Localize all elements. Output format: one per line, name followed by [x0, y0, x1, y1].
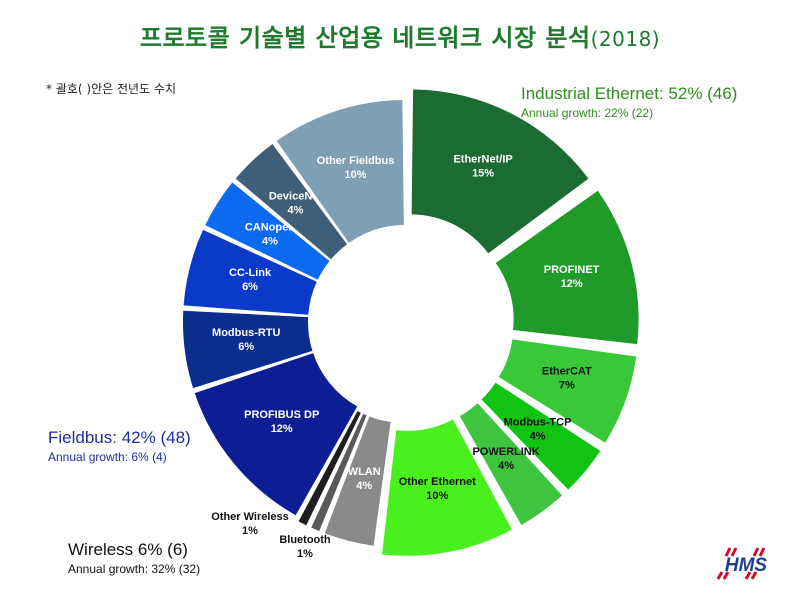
slice-label-ethercat: EtherCAT 7%	[542, 365, 592, 391]
slice-ethernet-ip	[411, 89, 589, 254]
slice-label-other-ethernet: Other Ethernet 10%	[399, 476, 476, 502]
slice-modbus-tcp	[481, 382, 601, 490]
wireless-group-name: Wireless 6% (6)	[68, 540, 188, 559]
slice-value: 15%	[472, 168, 494, 180]
slice-name: Modbus-RTU	[212, 327, 280, 339]
slice-value: 4%	[288, 204, 304, 216]
slice-value: 4%	[530, 431, 546, 443]
slice-value: 12%	[561, 278, 583, 290]
wireless-group-label: Wireless 6% (6) Annual growth: 32% (32)	[68, 540, 200, 576]
slice-name: EtherNet/IP	[453, 154, 512, 166]
slice-value: 7%	[559, 379, 575, 391]
slice-value: 1%	[297, 548, 313, 560]
fieldbus-group-name: Fieldbus: 42% (48)	[48, 428, 191, 447]
slice-other-ethernet	[382, 419, 512, 556]
slice-value: 6%	[242, 281, 258, 293]
page-title: 프로토콜 기술별 산업용 네트워크 시장 분석(2018)	[0, 18, 800, 53]
title-text: 프로토콜 기술별 산업용 네트워크 시장 분석	[139, 24, 591, 52]
slice-cc-link	[183, 229, 317, 315]
slice-canopen	[205, 182, 330, 280]
title-year: (2018)	[590, 27, 661, 51]
ethernet-group-growth: Annual growth: 22% (22)	[521, 106, 654, 120]
slice-value: 10%	[426, 490, 448, 502]
slice-value: 4%	[498, 460, 514, 472]
wireless-group-growth: Annual growth: 32% (32)	[68, 562, 201, 576]
footnote: * 괄호( )안은 전년도 수치	[46, 82, 176, 96]
slice-label-profibus-dp: PROFIBUS DP 12%	[244, 409, 319, 435]
slice-name: Modbus-TCP	[504, 417, 572, 429]
slice-devicenet	[235, 143, 348, 260]
slice-label-ethernet-ip: EtherNet/IP 15%	[453, 154, 512, 180]
slice-name: PROFINET	[544, 264, 600, 276]
slice-profinet	[495, 190, 639, 345]
fieldbus-group-growth: Annual growth: 6% (4)	[48, 450, 167, 464]
slice-modbus-rtu	[183, 310, 313, 389]
slice-name: PROFIBUS DP	[244, 409, 319, 421]
slice-name: WLAN	[348, 466, 381, 478]
slice-label-other-wireless: Other Wireless 1%	[211, 511, 289, 537]
ethernet-group-name: Industrial Ethernet: 52% (46)	[521, 84, 738, 103]
slice-bluetooth	[311, 413, 367, 532]
ethernet-group-label: Industrial Ethernet: 52% (46) Annual gro…	[521, 84, 737, 120]
slice-label-bluetooth: Bluetooth 1%	[279, 534, 331, 560]
slice-name: POWERLINK	[472, 446, 539, 458]
slice-other-fieldbus	[276, 100, 404, 243]
slice-ethercat	[498, 339, 637, 443]
slice-value: 4%	[356, 480, 372, 492]
slice-value: 1%	[242, 525, 258, 537]
slice-label-wlan: WLAN 4%	[348, 466, 381, 492]
slice-wlan	[324, 416, 391, 546]
slice-label-devicenet: DeviceNet 4%	[269, 190, 323, 216]
slice-name: CANopen	[245, 221, 295, 233]
hms-logo: HMS	[716, 547, 768, 580]
logo-bars	[716, 547, 766, 580]
slice-label-modbus-tcp: Modbus-TCP 4%	[504, 417, 572, 443]
logo-text: HMS	[725, 555, 768, 576]
slice-name: Other Fieldbus	[317, 155, 395, 167]
slice-label-profinet: PROFINET 12%	[544, 264, 600, 290]
slice-name: Other Wireless	[211, 511, 289, 523]
slice-value: 12%	[271, 423, 293, 435]
slice-other-wireless	[298, 411, 361, 526]
slice-name: Bluetooth	[279, 534, 331, 546]
slice-name: EtherCAT	[542, 365, 592, 377]
slice-label-cc-link: CC-Link 6%	[229, 267, 272, 293]
slice-powerlink	[459, 403, 563, 525]
slice-value: 6%	[238, 341, 254, 353]
slice-label-powerlink: POWERLINK 4%	[472, 446, 539, 472]
slice-profibus-dp	[194, 353, 358, 516]
slice-label-other-fieldbus: Other Fieldbus 10%	[317, 155, 395, 181]
slice-name: CC-Link	[229, 267, 272, 279]
slice-label-canopen: CANopen 4%	[245, 221, 295, 247]
fieldbus-group-label: Fieldbus: 42% (48) Annual growth: 6% (4)	[48, 428, 191, 464]
slice-name: DeviceNet	[269, 190, 323, 202]
slice-value: 4%	[262, 235, 278, 247]
slice-name: Other Ethernet	[399, 476, 476, 488]
slice-label-modbus-rtu: Modbus-RTU 6%	[212, 327, 280, 353]
slice-value: 10%	[345, 169, 367, 181]
